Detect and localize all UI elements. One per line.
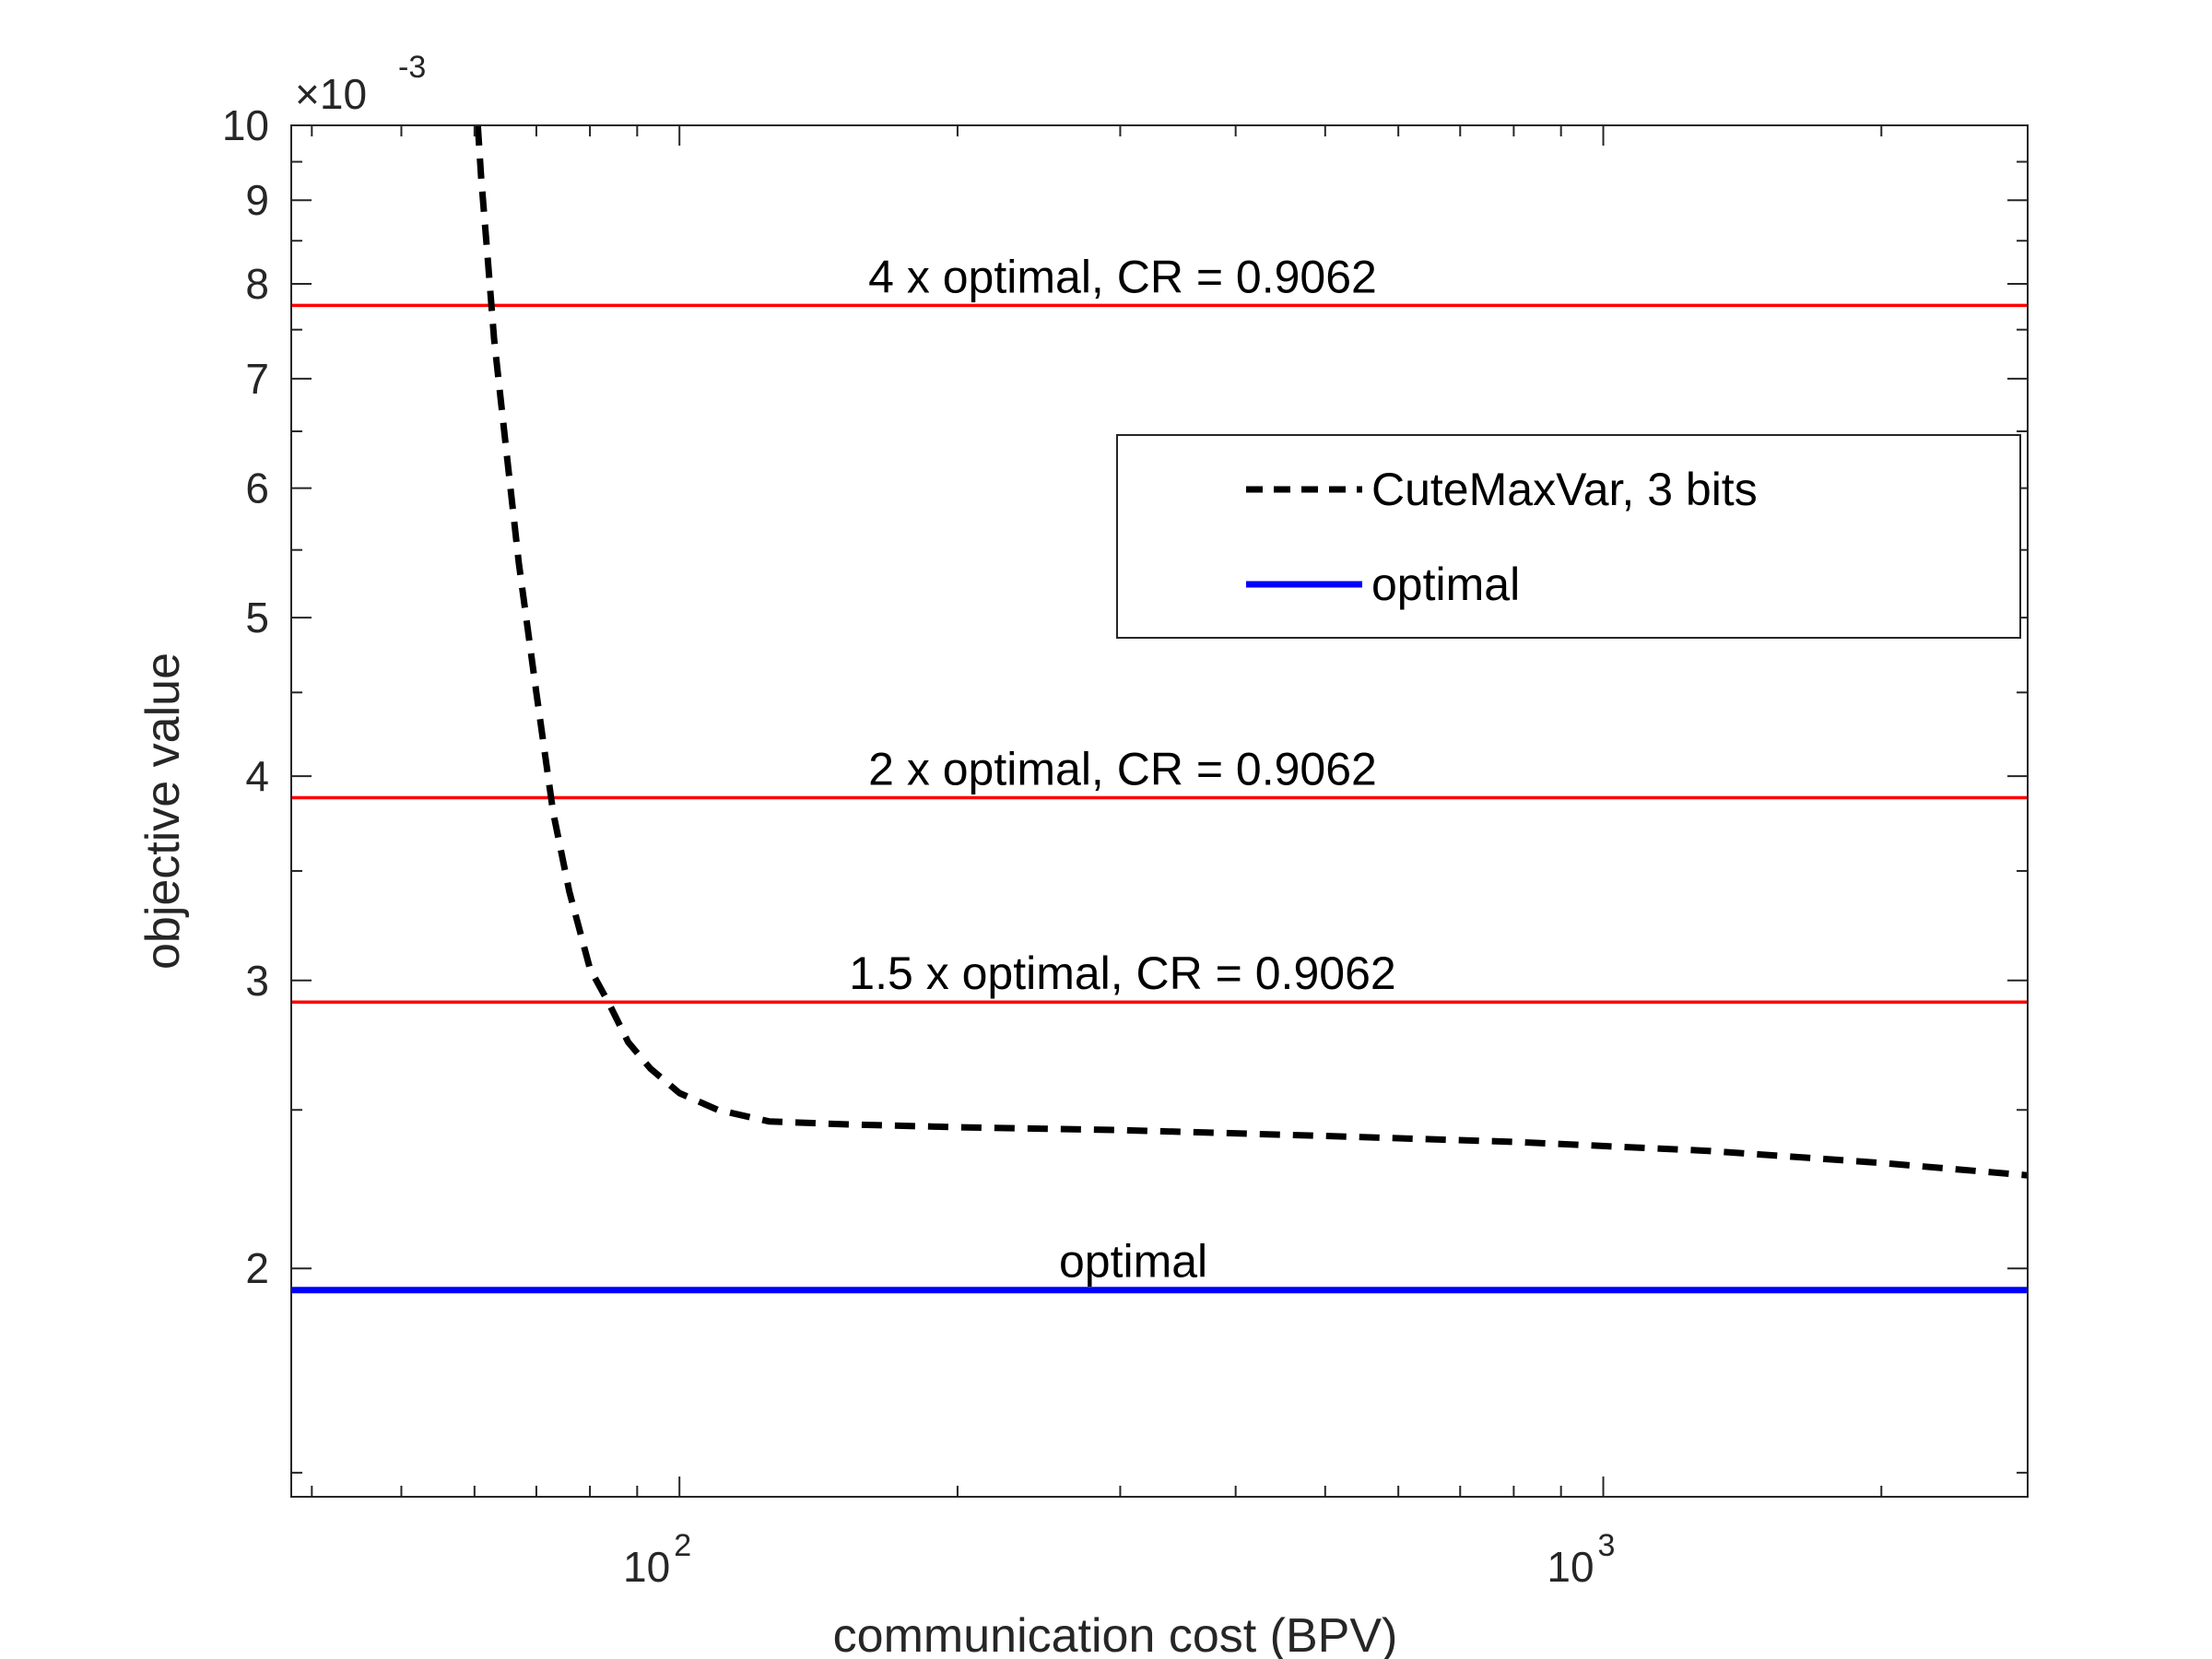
y-tick-label: 7 [245, 355, 269, 403]
y-tick-label: 4 [245, 752, 269, 800]
y-tick-label: 10 [222, 101, 269, 149]
reference-line-label: 1.5 x optimal, CR = 0.9062 [849, 947, 1395, 999]
x-tick-label-power: 2 [674, 1528, 691, 1563]
y-tick-label: 6 [245, 465, 269, 512]
x-tick-label-base: 10 [623, 1543, 670, 1591]
series-line-cutemaxvar [474, 124, 2029, 1179]
x-axis-ticks: 10 2 10 3 [311, 125, 1883, 1591]
plot-area [291, 125, 2028, 1497]
y-exponent: ×10 -3 [295, 50, 426, 118]
x-tick-label-power: 3 [1598, 1528, 1616, 1563]
x-axis-label: communication cost (BPV) [833, 1609, 1398, 1659]
y-tick-label: 3 [245, 957, 269, 1005]
y-tick-label: 9 [245, 176, 269, 224]
reference-line-label: 4 x optimal, CR = 0.9062 [868, 251, 1377, 302]
annotation-optimal: optimal [1059, 1236, 1207, 1288]
reference-line-label: 2 x optimal, CR = 0.9062 [868, 744, 1377, 795]
series-layer [291, 124, 2029, 1294]
reference-labels: 4 x optimal, CR = 0.9062 2 x optimal, CR … [849, 251, 1395, 1287]
legend-box [1116, 434, 2021, 639]
y-axis-ticks: 2 3 4 5 6 7 8 9 10 [222, 101, 2028, 1474]
legend-label-cutemaxvar: CuteMaxVar, 3 bits [1371, 464, 1758, 515]
reference-lines [291, 303, 2028, 1004]
y-exponent-power: -3 [398, 50, 426, 85]
y-tick-label: 2 [245, 1244, 269, 1292]
y-exponent-base: ×10 [295, 70, 367, 118]
y-tick-label: 8 [245, 260, 269, 308]
y-tick-label: 5 [245, 594, 269, 641]
plot-frame [290, 124, 2029, 1498]
legend-label-optimal: optimal [1371, 559, 1520, 610]
legend: CuteMaxVar, 3 bits optimal [1116, 434, 2021, 639]
y-axis-label: objective value [136, 653, 190, 970]
x-tick-label-base: 10 [1547, 1543, 1594, 1591]
